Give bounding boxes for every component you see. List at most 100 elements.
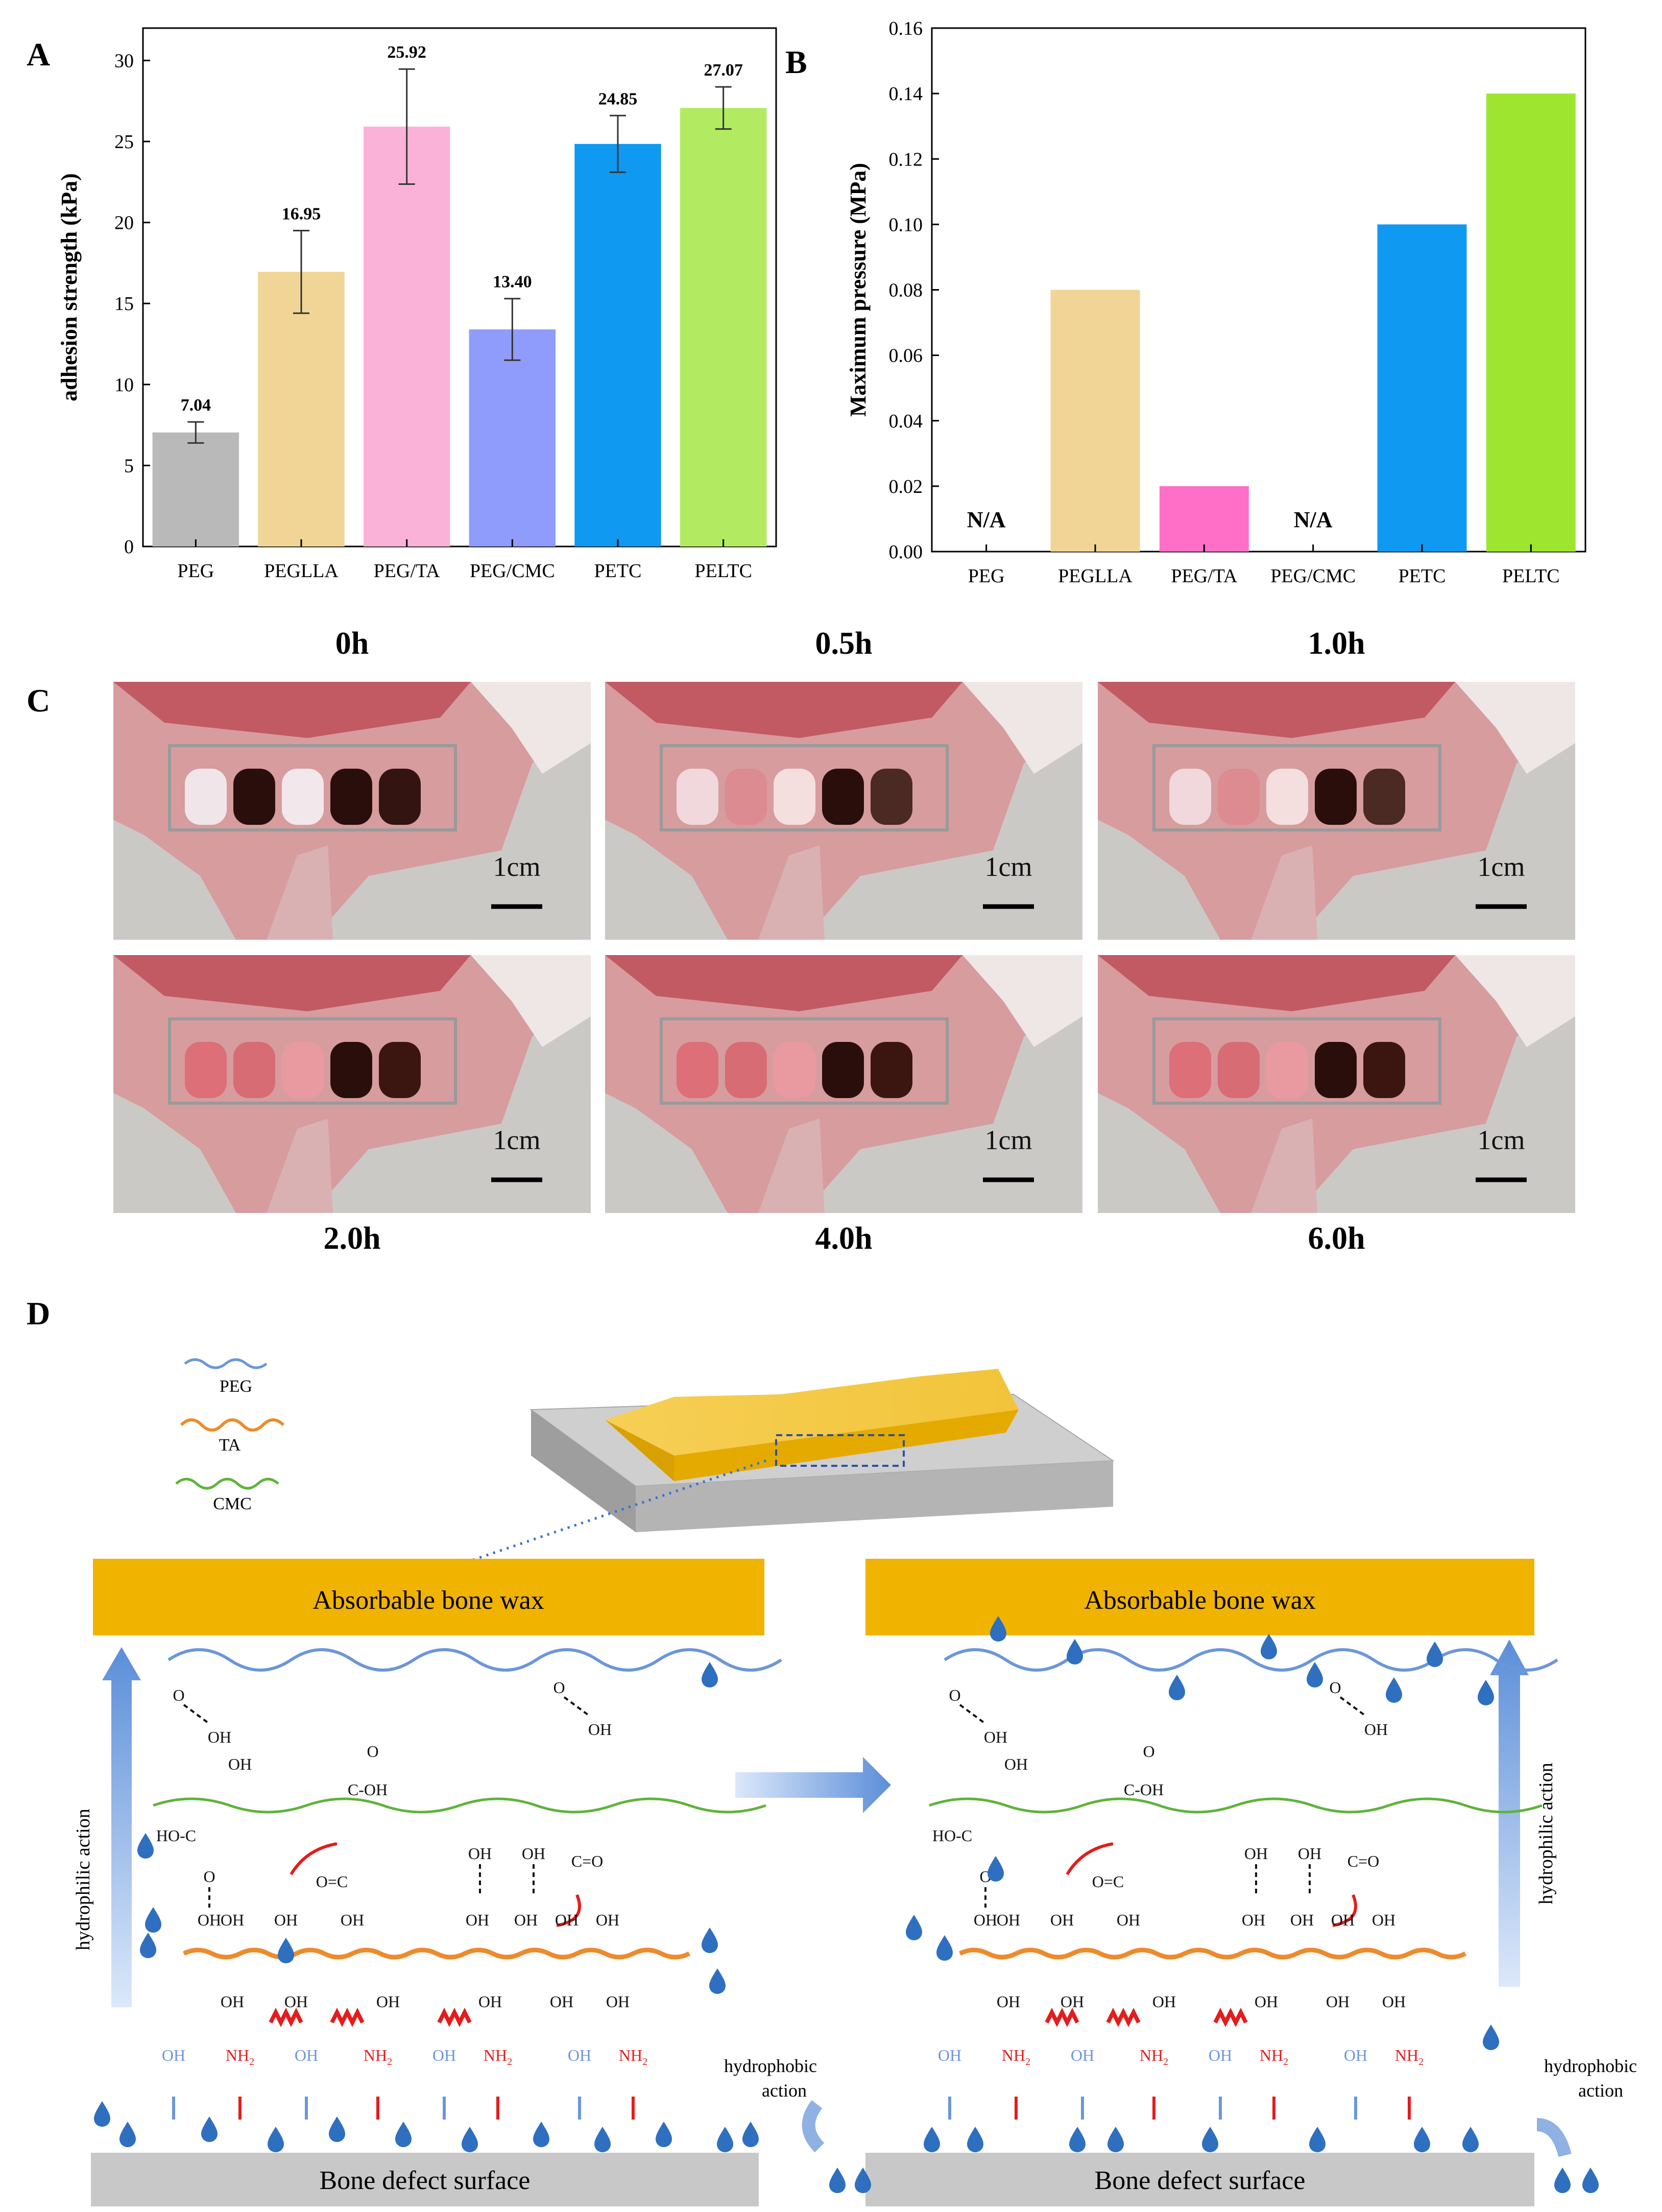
oh-label: OH	[997, 1992, 1020, 2011]
defect-hole	[1363, 1042, 1405, 1098]
defect-hole	[1169, 1042, 1211, 1098]
defect-hole	[233, 769, 275, 825]
oh-label: OH	[478, 1992, 502, 2011]
defect-hole	[774, 1042, 815, 1098]
ta-zigzag	[1106, 2008, 1141, 2027]
cooh-label: C-OH	[1124, 1780, 1164, 1799]
x-tick-label: PETC	[1399, 565, 1446, 587]
hoc-label: HO-C	[156, 1826, 196, 1845]
oh-label: OH	[468, 1844, 492, 1863]
oh-label: OH	[1255, 1992, 1278, 2011]
water-drop	[906, 1915, 922, 1940]
hydrogen-bond	[959, 1704, 986, 1725]
defect-hole	[282, 1042, 324, 1098]
scale-label: 1cm	[1478, 1125, 1525, 1155]
defect-hole	[677, 1042, 718, 1098]
water-drop	[1478, 1680, 1494, 1705]
membrane	[1455, 955, 1575, 1047]
x-tick-label: PEG/TA	[1171, 565, 1238, 587]
water-drop	[1309, 2127, 1326, 2152]
surface-oh-label: OH	[162, 2046, 185, 2064]
co-label: O=C	[316, 1872, 348, 1891]
water-drop	[1554, 2168, 1571, 2193]
scale-label: 1cm	[1478, 851, 1525, 882]
water-drop	[395, 2122, 412, 2147]
water-drop	[1483, 2025, 1499, 2050]
bone-surface-left	[91, 2153, 759, 2206]
oh-label: OH	[228, 1755, 252, 1773]
wax-slab-illustration	[431, 1369, 1115, 1575]
water-drop	[1307, 1662, 1323, 1687]
hydrophobic-arrow-right	[1536, 2118, 1572, 2157]
surface-oh-label: OH	[938, 2046, 961, 2064]
time-label: 0h	[335, 626, 369, 661]
o-label: O	[203, 1867, 215, 1886]
ta-chain	[182, 1947, 691, 1960]
bone-surface-label-right: Bone defect surface	[1095, 2166, 1306, 2195]
defect-hole	[774, 769, 815, 825]
scale-label: 1cm	[985, 1125, 1032, 1155]
ta-red-segment	[556, 1894, 581, 1927]
bar-peg-cmc	[469, 329, 556, 546]
bar-peglla	[1050, 290, 1140, 552]
bar-peltc	[1486, 93, 1576, 552]
nh2-label: NH2	[1260, 2046, 1288, 2067]
na-annotation: N/A	[967, 507, 1006, 532]
oh-label: OH	[514, 1911, 538, 1929]
hydrophilic-label-right: hydrophilic action	[1535, 1763, 1557, 1905]
panel-letter-d: D	[27, 1295, 51, 1331]
transition-arrow	[735, 1757, 891, 1813]
nh2-label: NH2	[1002, 2046, 1030, 2067]
plot-frame	[142, 27, 777, 548]
bone-photo-6-0h: 1cm	[1098, 955, 1575, 1213]
water-drop	[268, 2127, 284, 2152]
ta-zigzag	[437, 2008, 472, 2027]
ta-zigzag	[1213, 2008, 1248, 2027]
x-tick-label: PEG/CMC	[470, 560, 555, 582]
hydrophobic-label-right-1: hydrophobic	[1544, 2056, 1637, 2076]
oh-label: OH	[221, 1911, 244, 1929]
legend-peg: PEG	[220, 1377, 252, 1396]
diagram-legend: PEG TA CMC	[175, 1358, 285, 1513]
na-annotation: N/A	[1294, 507, 1333, 532]
defect-hole	[1169, 769, 1211, 825]
defect-hole	[822, 769, 864, 825]
water-drop	[145, 1907, 161, 1933]
region-box	[1152, 1017, 1441, 1105]
y-tick-label: 30	[114, 50, 134, 72]
mechanism-diagram: PEG TA CMC Absorbable bone wax Bone defe…	[73, 1358, 1637, 2206]
tissue-top	[1098, 955, 1455, 1011]
water-drop	[140, 1933, 156, 1958]
zoom-box	[775, 1434, 905, 1467]
time-label: 6.0h	[1308, 1221, 1365, 1256]
membrane	[962, 955, 1082, 1047]
defect-hole	[1218, 1042, 1260, 1098]
tissue-top	[113, 682, 471, 738]
defect-hole	[725, 769, 767, 825]
value-label: 27.07	[704, 61, 743, 80]
surface-oh-label: OH	[432, 2046, 456, 2064]
water-drop	[967, 2127, 983, 2152]
water-drop	[717, 2127, 733, 2152]
x-tick-label: PELTC	[1502, 565, 1560, 587]
membrane	[471, 955, 591, 1047]
surface-oh-label: OH	[295, 2046, 318, 2064]
water-drop	[94, 2101, 110, 2127]
water-drop	[1069, 2127, 1086, 2152]
co-label: C=O	[571, 1852, 604, 1870]
oh-label: OH	[1061, 1992, 1084, 2011]
cmc-chain	[929, 1797, 1543, 1814]
oh-label: OH	[606, 1992, 630, 2011]
oh-label: OH	[1050, 1911, 1074, 1929]
co-label: O=C	[1092, 1872, 1124, 1891]
scale-label: 1cm	[493, 851, 541, 882]
water-drop	[594, 2127, 611, 2152]
diagram-before: Absorbable bone wax Bone defect surface …	[73, 1559, 764, 2206]
nh2-label: NH2	[364, 2046, 392, 2067]
defect-hole	[233, 1042, 275, 1098]
o-label: O	[1143, 1742, 1154, 1761]
time-label: 0.5h	[815, 626, 873, 661]
water-drop	[1067, 1639, 1083, 1664]
bone-wax-bar-left	[93, 1559, 764, 1635]
bone-stem	[758, 845, 825, 940]
